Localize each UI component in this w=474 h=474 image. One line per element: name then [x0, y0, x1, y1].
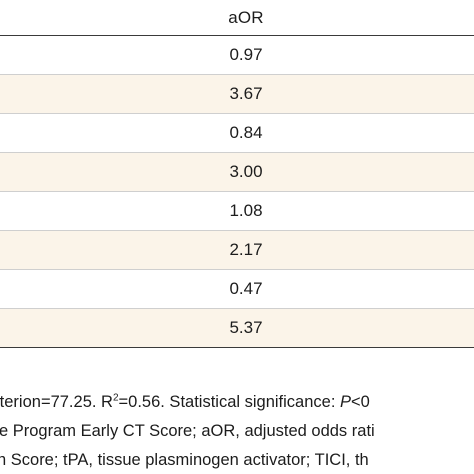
footnote-text: =0.56. Statistical significance: [118, 393, 341, 411]
footnote-line-3: n Score; tPA, tissue plasminogen activat… [0, 451, 369, 469]
table-row: 0.84 [0, 114, 474, 153]
aor-value: 3.67 [229, 84, 263, 103]
aor-value: 0.47 [229, 279, 263, 298]
superscript: 2 [112, 392, 119, 404]
footnote-text: <0 [351, 393, 370, 411]
footnote-line-2: e Program Early CT Score; aOR, adjusted … [0, 422, 375, 440]
table-row: 0.97 [0, 36, 474, 75]
column-header-aor: aOR [228, 7, 264, 27]
aor-value: 0.97 [229, 45, 263, 64]
table-row: 3.67 [0, 75, 474, 114]
table-row: 1.08 [0, 192, 474, 231]
aor-value: 2.17 [229, 240, 263, 259]
table-row: 5.37 [0, 309, 474, 348]
p-symbol: P [340, 393, 352, 411]
aor-value: 1.08 [229, 201, 263, 220]
aor-value: 3.00 [229, 162, 263, 181]
aor-value: 5.37 [229, 318, 263, 337]
footnote-text: iterion=77.25. R [0, 393, 113, 411]
table-row: 3.00 [0, 153, 474, 192]
table-row: 0.47 [0, 270, 474, 309]
results-table: aOR 0.97 3.67 0.84 3.00 1.08 2.17 0.47 5… [0, 0, 474, 348]
table-footnote: iterion=77.25. R2=0.56. Statistical sign… [0, 388, 474, 474]
table-row: 2.17 [0, 231, 474, 270]
footnote-line-1: iterion=77.25. R2=0.56. Statistical sign… [0, 388, 474, 417]
aor-value: 0.84 [229, 123, 263, 142]
table-header-row: aOR [0, 0, 474, 36]
